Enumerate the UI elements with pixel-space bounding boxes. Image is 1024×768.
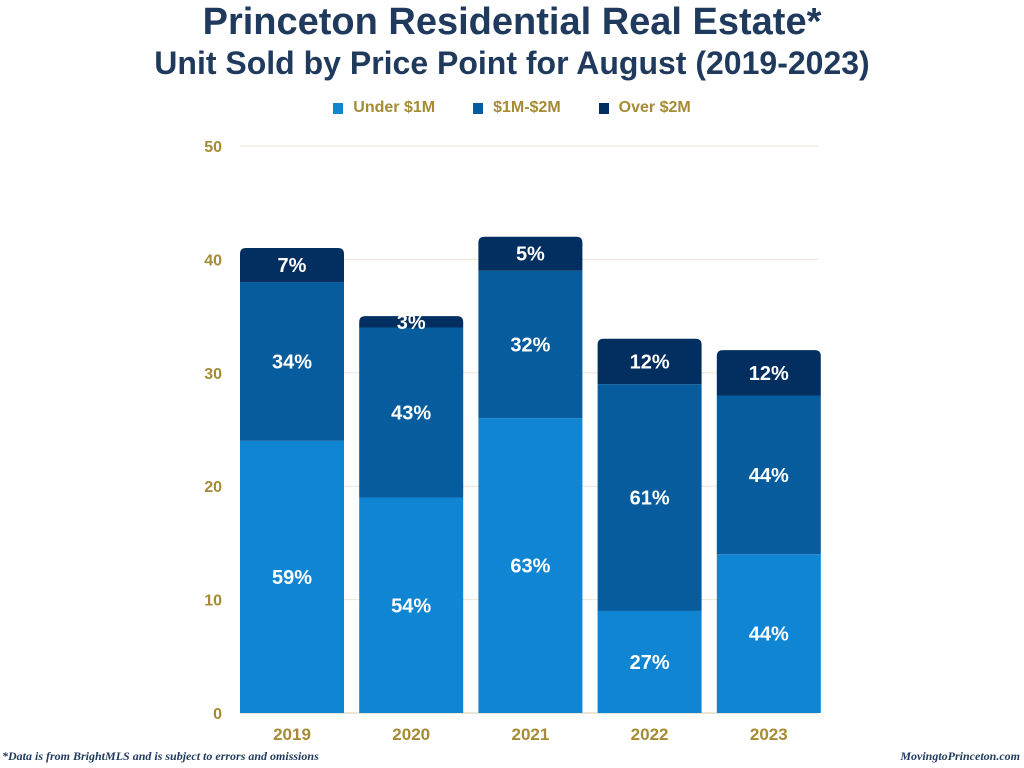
bar-segment (597, 610, 702, 713)
data-label: 44% (749, 624, 789, 646)
bar-segment (240, 248, 344, 283)
x-tick-label: 2022 (631, 725, 669, 744)
legend: Under $1M $1M-$2M Over $2M (0, 99, 1024, 117)
legend-item-under-1m: Under $1M (333, 99, 435, 117)
bar-segment (478, 270, 583, 419)
data-label: 61% (630, 488, 670, 510)
bar-segment (478, 236, 583, 271)
legend-swatch-over-2m (598, 102, 609, 114)
data-label: 3% (397, 312, 426, 334)
legend-item-over-2m: Over $2M (598, 99, 691, 117)
bar-segment (716, 554, 821, 713)
data-label: 7% (278, 255, 307, 277)
bar-segment (240, 282, 344, 441)
data-label: 63% (510, 556, 550, 578)
bar-segment (716, 395, 821, 555)
x-tick-label: 2023 (750, 725, 788, 744)
footer-disclaimer: *Data is from BrightMLS and is subject t… (2, 749, 319, 763)
y-tick-label: 0 (213, 706, 222, 723)
legend-swatch-under-1m (333, 102, 344, 114)
y-tick-label: 20 (204, 479, 222, 496)
bar-segment (240, 440, 344, 713)
legend-item-1m-2m: $1M-$2M (473, 99, 561, 117)
bar-segment (359, 497, 464, 713)
data-label: 59% (272, 567, 312, 589)
data-label: 32% (510, 334, 550, 356)
legend-label-under-1m: Under $1M (353, 99, 436, 116)
data-label: 27% (630, 652, 670, 674)
x-tick-label: 2020 (392, 725, 430, 744)
footer-site: MovingtoPrinceton.com (900, 749, 1020, 763)
bar-segment (478, 418, 583, 713)
data-label: 12% (749, 363, 789, 385)
bar-segment (359, 316, 464, 328)
bar-segment (359, 327, 464, 498)
chart-subtitle: Unit Sold by Price Point for August (201… (154, 45, 870, 81)
legend-label-1m-2m: $1M-$2M (493, 99, 561, 116)
legend-swatch-1m-2m (473, 102, 484, 114)
data-label: 5% (516, 244, 545, 266)
y-tick-label: 30 (204, 366, 222, 383)
x-tick-label: 2019 (273, 725, 311, 744)
data-label: 12% (630, 351, 670, 373)
y-tick-label: 10 (204, 593, 222, 610)
chart-title: Princeton Residential Real Estate* (202, 1, 822, 43)
data-label: 44% (749, 465, 789, 487)
x-tick-label: 2021 (511, 725, 549, 744)
legend-label-over-2m: Over $2M (618, 99, 691, 116)
y-tick-label: 50 (204, 139, 222, 156)
bar-segment (597, 384, 702, 611)
bar-segment (716, 350, 821, 396)
bar-segment (597, 338, 702, 385)
data-label: 54% (391, 595, 431, 617)
data-label: 43% (391, 402, 431, 424)
data-label: 34% (272, 351, 312, 373)
y-tick-label: 40 (204, 252, 222, 269)
